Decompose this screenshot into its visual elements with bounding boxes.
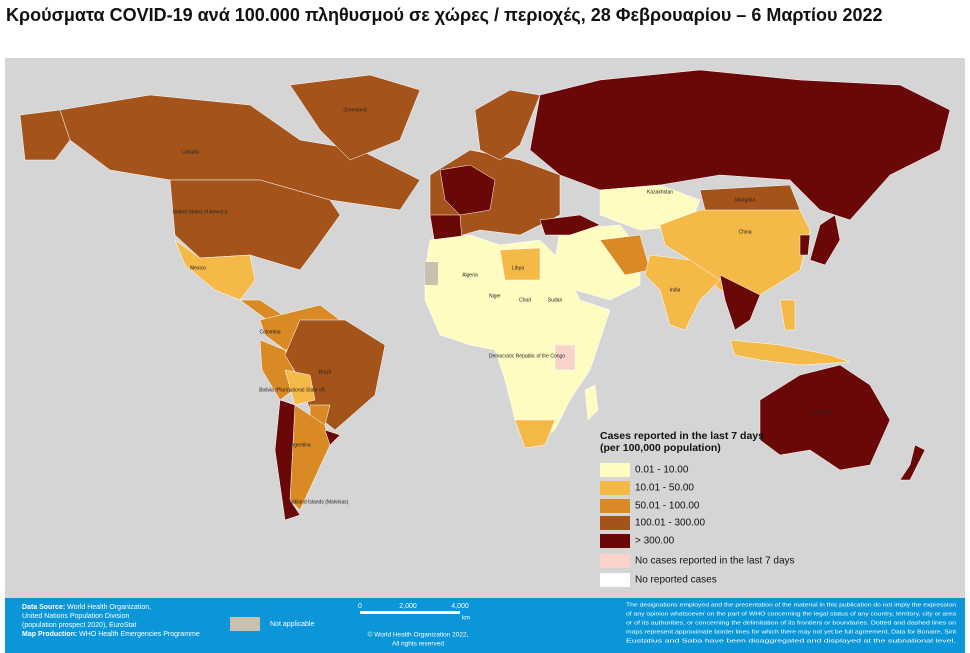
country: [274, 399, 301, 521]
source-text: WHO Health Emergencies Programme: [77, 631, 200, 638]
legend-swatch: [600, 554, 630, 568]
map-label: United States of America: [172, 209, 227, 215]
country: [284, 369, 316, 406]
legend-swatch: [600, 573, 630, 587]
map-label: Mongolia: [735, 197, 756, 203]
map-label: Bolivia (Plurinational State of): [259, 387, 325, 393]
legend-swatch: [600, 516, 630, 530]
map-label: Australia: [810, 409, 830, 415]
country: [324, 429, 341, 446]
legend-swatch: [600, 534, 630, 548]
na-swatch: [230, 617, 260, 631]
country: [799, 234, 811, 256]
map-label: Kazakhstan: [647, 189, 673, 195]
legend-label: No reported cases: [635, 575, 717, 586]
country: [424, 234, 611, 446]
source-text: World Health Organization,: [65, 604, 151, 611]
country: [779, 299, 796, 331]
legend-label: > 300.00: [635, 536, 675, 547]
disclaimer: maps represent approximate border lines …: [626, 629, 957, 635]
map-label: Niger: [489, 293, 501, 299]
legend-label: 100.01 - 300.00: [635, 518, 705, 529]
map-label: Democratic Republic of the Congo: [489, 353, 565, 359]
disclaimer: Eustatius and Saba have been disaggregat…: [626, 638, 957, 644]
scale-label: 4,000: [451, 603, 469, 610]
scale-label: 2,000: [399, 603, 417, 610]
legend-label: 50.01 - 100.00: [635, 501, 700, 512]
disclaimer: or of its authorities, or concerning the…: [626, 620, 956, 626]
copyright: © World Health Organization 2022,: [368, 631, 469, 639]
map-label: Colombia: [259, 329, 280, 335]
source-label: Data Source:: [22, 604, 65, 611]
country: [59, 94, 421, 211]
scale-label: 0: [358, 603, 362, 610]
map-label: China: [738, 229, 751, 235]
country: [554, 344, 576, 371]
country: [439, 164, 496, 216]
map-label: India: [670, 287, 681, 293]
country: [584, 384, 599, 421]
legend-swatch: [600, 481, 630, 495]
source-text: United Nations Population Division: [22, 613, 129, 620]
country: [514, 419, 556, 449]
country: [174, 239, 256, 301]
country: [289, 74, 421, 161]
map-label: Argentina: [289, 442, 311, 448]
legend-title: Cases reported in the last 7 days: [600, 430, 764, 442]
map-label: Sudan: [548, 297, 563, 303]
map-label: Mexico: [190, 265, 206, 271]
legend-label: 0.01 - 10.00: [635, 465, 689, 476]
copyright: All rights reserved: [392, 641, 444, 648]
map-label: Canada: [181, 149, 199, 155]
map-label: Falkland Islands (Malvinas): [288, 499, 349, 505]
source-line: United Nations Population Division: [22, 613, 129, 620]
source-label: Map Production:: [22, 631, 77, 638]
title: Κρούσματα COVID-19 ανά 100.000 πληθυσμού…: [6, 5, 883, 25]
country: [809, 214, 841, 266]
country: [659, 209, 811, 296]
map-label: Libya: [512, 265, 524, 271]
legend-label: 10.01 - 50.00: [635, 483, 694, 494]
country: [529, 69, 951, 221]
legend-swatch: [600, 499, 630, 513]
legend-label: No cases reported in the last 7 days: [635, 556, 795, 567]
legend-swatch: [600, 463, 630, 477]
source-line: Map Production: WHO Health Emergencies P…: [22, 631, 200, 638]
country: [169, 179, 341, 271]
country: [899, 444, 926, 481]
source-line: Data Source: World Health Organization,: [22, 604, 151, 611]
map-label: Chad: [519, 297, 531, 303]
map-label: Greenland: [343, 107, 367, 113]
country: [499, 247, 541, 281]
footer-band: [5, 598, 965, 653]
country-not-applicable: [425, 262, 438, 285]
country: [284, 319, 386, 431]
disclaimer: of any opinion whatsoever on the part of…: [626, 611, 957, 617]
country: [759, 364, 891, 471]
scale-unit: km: [462, 616, 470, 622]
scale-bar: [360, 611, 460, 614]
map-label: Brazil: [319, 369, 332, 375]
disclaimer: The designations employed and the presen…: [626, 602, 956, 608]
source-line: (population prospect 2020), EuroStat: [22, 622, 136, 629]
legend-title: (per 100,000 population): [600, 442, 721, 454]
country: [729, 339, 851, 366]
country: [474, 89, 541, 161]
country: [644, 254, 721, 331]
source-text: (population prospect 2020), EuroStat: [22, 622, 136, 629]
country: [719, 274, 761, 331]
country: [539, 214, 601, 236]
na-label: Not applicable: [270, 621, 314, 628]
map-label: Algeria: [462, 272, 478, 278]
country: [19, 109, 71, 161]
